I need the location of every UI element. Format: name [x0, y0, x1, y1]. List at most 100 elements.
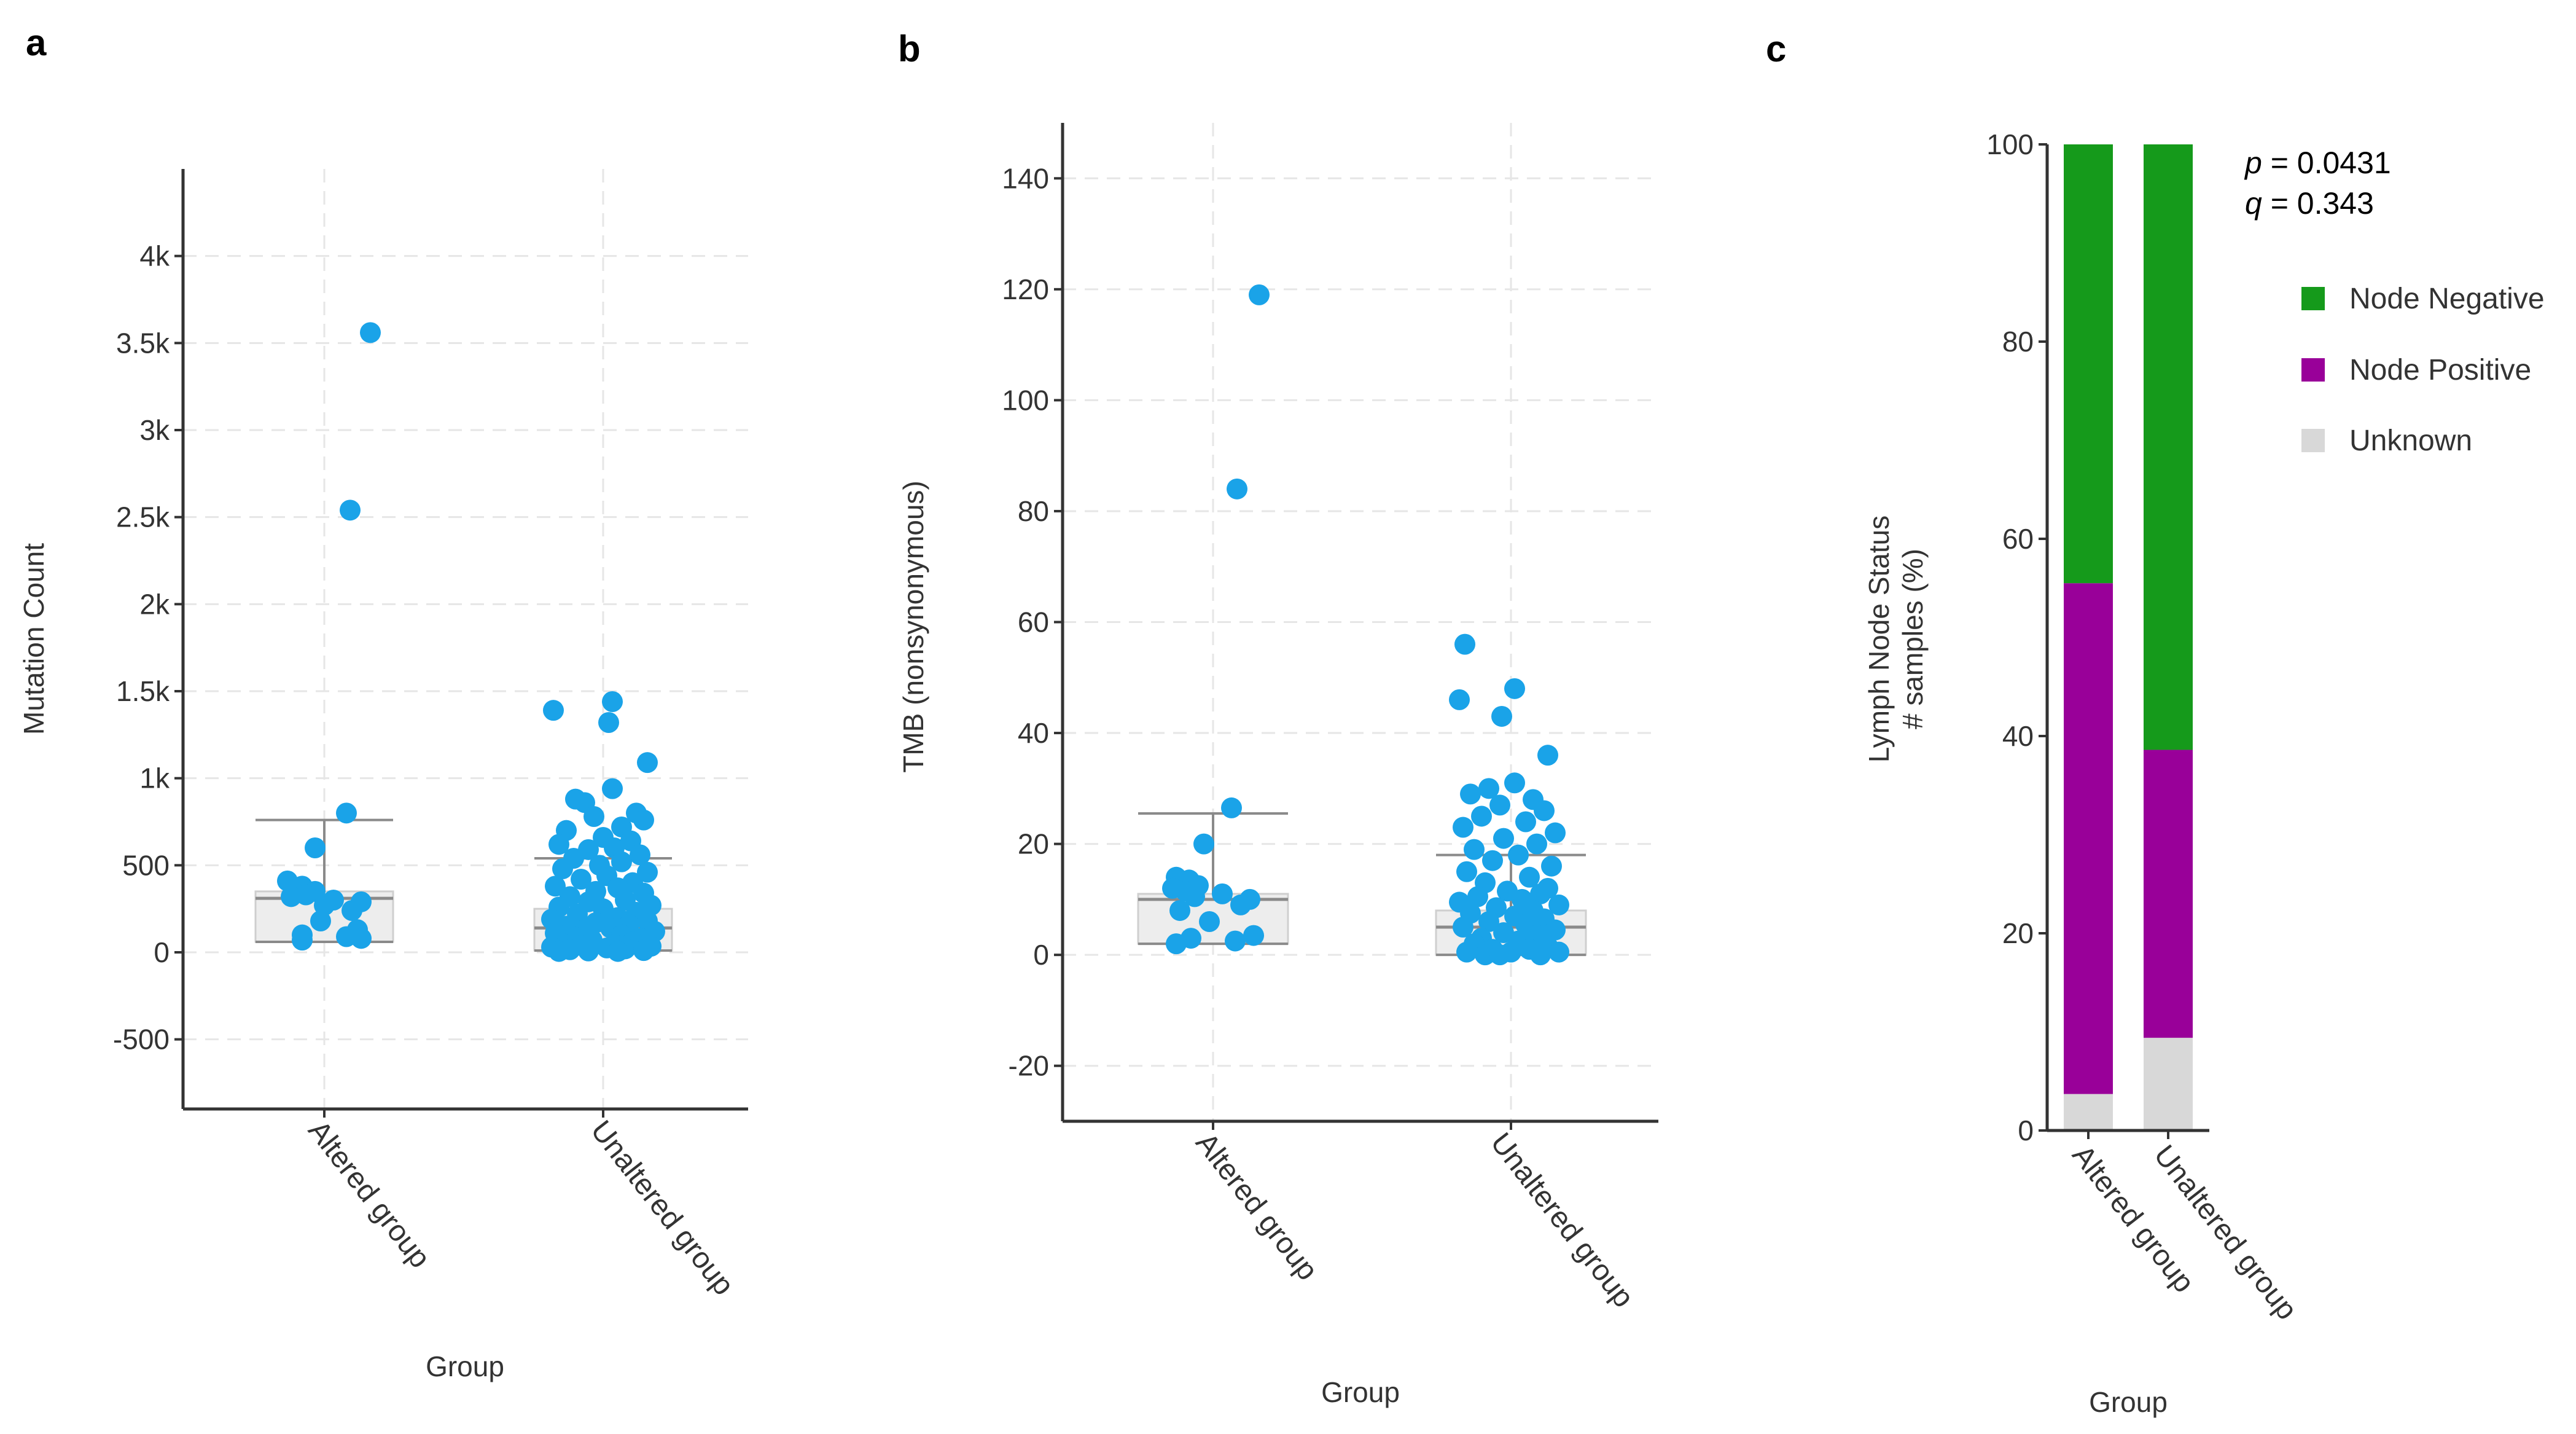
panel-a-category-label-altered-group: Altered group: [302, 1115, 436, 1274]
data-point: [1545, 822, 1566, 844]
data-point: [292, 930, 313, 951]
data-point: [1184, 886, 1205, 907]
p-value-annotation: p = 0.0431: [2244, 146, 2391, 180]
data-point: [1243, 925, 1264, 946]
panel-b-category-labels: Altered group Unaltered group: [1189, 1127, 1640, 1314]
data-point: [336, 802, 357, 824]
panel-c-y-tick-label: 0: [2018, 1115, 2034, 1146]
data-point: [1530, 944, 1551, 966]
panel-a-points: [277, 322, 665, 962]
data-point: [1454, 633, 1475, 655]
panel-c-axes: [2045, 144, 2209, 1139]
data-point: [1489, 794, 1510, 816]
data-point: [1489, 944, 1510, 966]
panel-b-category-label-unaltered-group: Unaltered group: [1484, 1127, 1640, 1314]
data-point: [1227, 478, 1247, 500]
data-point: [1504, 678, 1525, 699]
panel-b-y-tick-label: 40: [1018, 717, 1049, 749]
bar-segment-node-positive: [2064, 583, 2113, 1094]
data-point: [598, 712, 619, 733]
data-point: [1467, 886, 1488, 907]
data-point: [1534, 800, 1555, 821]
data-point: [578, 940, 599, 962]
data-point: [633, 940, 654, 962]
data-point: [1519, 866, 1540, 888]
panel-b-grid: [1063, 123, 1658, 1121]
data-point: [1478, 778, 1499, 799]
data-point: [1199, 911, 1220, 932]
data-point: [310, 911, 331, 931]
panel-b-tmb-chart: -20 0 20 40 60 80 100 120 140 Altered group Unalt…: [897, 123, 1658, 1408]
bar-segment-node-positive: [2144, 750, 2193, 1038]
panel-c-y-axis-title-line1: Lymph Node Status: [1863, 515, 1895, 762]
panel-a-y-tick-label: 2k: [139, 588, 170, 620]
data-point: [1475, 944, 1496, 966]
panel-a-x-axis-title: Group: [426, 1350, 504, 1382]
data-point: [1453, 917, 1473, 938]
data-point: [1449, 689, 1470, 710]
data-point: [342, 900, 362, 921]
data-point: [1548, 894, 1569, 915]
data-point: [637, 752, 658, 774]
legend-swatch-unknown: [2301, 429, 2325, 452]
data-point: [1491, 705, 1512, 727]
data-point: [1478, 911, 1499, 932]
data-point: [281, 886, 302, 907]
panel-b-y-tick-label: -20: [1009, 1050, 1049, 1082]
legend: Node Negative Node Positive Unknown: [2301, 283, 2545, 457]
panel-b-category-label-altered-group: Altered group: [1189, 1127, 1324, 1287]
data-point: [1515, 811, 1536, 833]
data-point: [1545, 919, 1566, 941]
data-point: [602, 778, 623, 799]
panel-a-y-tick-label: 4k: [139, 240, 170, 272]
legend-swatch-node-positive: [2301, 358, 2325, 382]
data-point: [545, 876, 566, 897]
panel-a-y-axis-title: Mutation Count: [18, 543, 50, 735]
data-point: [607, 941, 628, 962]
panel-a-y-tick-label: 3k: [139, 414, 170, 446]
data-point: [1504, 772, 1525, 794]
legend-swatch-node-negative: [2301, 287, 2325, 310]
legend-label-node-positive: Node Positive: [2349, 354, 2531, 386]
data-point: [1537, 745, 1558, 766]
panel-b-y-tick-label: 0: [1033, 939, 1049, 971]
panel-c-y-tick-label: 100: [1986, 128, 2034, 160]
data-point: [602, 691, 623, 712]
panel-c-y-axis-title-line2: # samples (%): [1897, 549, 1929, 729]
data-point: [1456, 861, 1477, 882]
panel-a-y-tick-label: 500: [122, 849, 170, 881]
data-point: [1464, 839, 1485, 860]
data-point: [1508, 844, 1529, 866]
data-point: [552, 858, 573, 879]
data-point: [584, 806, 604, 827]
data-point: [340, 500, 361, 521]
panel-c-y-tick-label: 60: [2002, 523, 2034, 555]
data-point: [571, 869, 591, 890]
data-point: [1471, 805, 1492, 827]
data-point: [630, 844, 650, 866]
bar-segment-node-negative: [2144, 144, 2193, 750]
p-value: = 0.0431: [2262, 146, 2391, 180]
data-point: [543, 700, 564, 721]
panel-a-y-tick-label: 1k: [139, 762, 170, 794]
data-point: [305, 837, 326, 858]
q-label: q: [2245, 186, 2262, 221]
data-point: [1541, 855, 1562, 877]
data-point: [1225, 930, 1246, 952]
legend-label-node-negative: Node Negative: [2349, 283, 2545, 315]
panel-a-y-tick-label: -500: [113, 1024, 170, 1056]
stacked-bar-unaltered-group: [2144, 144, 2193, 1130]
panel-b-x-axis-title: Group: [1321, 1376, 1400, 1408]
q-value-annotation: q = 0.343: [2245, 186, 2374, 221]
data-point: [1453, 817, 1473, 838]
data-point: [548, 834, 569, 855]
data-point: [1456, 941, 1477, 963]
panel-letter-c: c: [1766, 28, 1786, 69]
data-point: [1169, 899, 1190, 921]
q-value: = 0.343: [2262, 186, 2374, 221]
data-point: [351, 928, 372, 949]
data-point: [637, 861, 658, 883]
panel-c-category-label-unaltered-group: Unaltered group: [2147, 1139, 2303, 1326]
legend-label-unknown: Unknown: [2349, 425, 2472, 457]
panel-c-y-tick-label: 20: [2002, 917, 2034, 949]
